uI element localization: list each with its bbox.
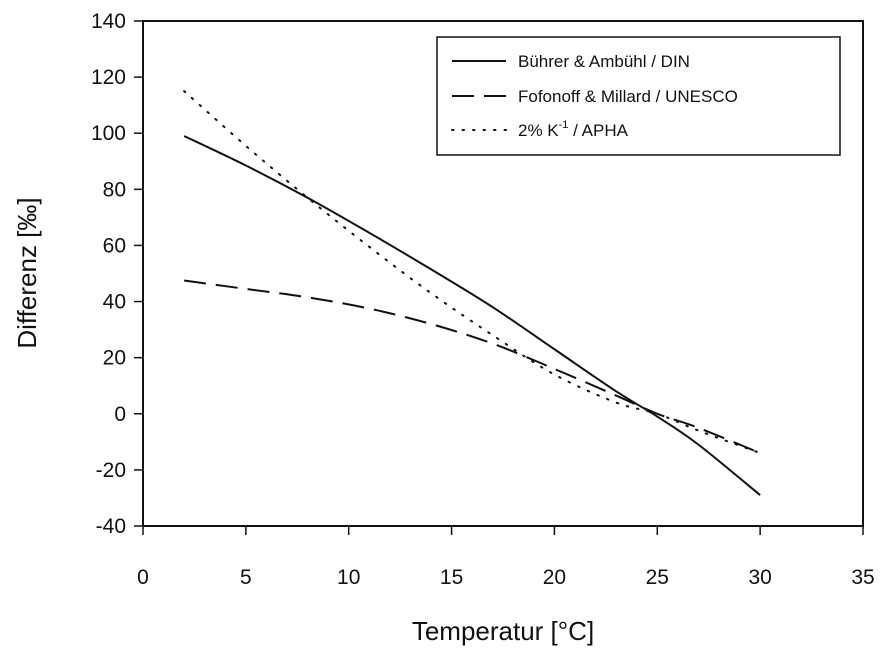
legend-label-din: Bührer & Ambühl / DIN	[518, 52, 690, 71]
x-tick-label: 25	[646, 566, 669, 589]
legend-label-apha-sup: -1	[559, 119, 569, 131]
y-tick-label: -20	[96, 459, 126, 482]
legend-label-apha-suffix: / APHA	[568, 121, 628, 140]
series-line-dotted	[183, 90, 762, 455]
x-tick-label: 15	[440, 566, 463, 589]
x-axis-title: Temperatur [°C]	[412, 616, 594, 646]
plot-frame	[142, 20, 864, 527]
y-tick-label: 120	[91, 66, 126, 89]
series-lines	[183, 90, 762, 496]
x-tick-label: 0	[137, 566, 149, 589]
x-tick-label: 10	[337, 566, 360, 589]
x-tick-label: 30	[748, 566, 771, 589]
y-tick-label: 40	[103, 291, 126, 314]
x-tick-label: 35	[851, 566, 874, 589]
y-axis-title: Differenz [‰]	[12, 197, 42, 348]
y-tick-label: 100	[91, 122, 126, 145]
legend-label-unesco: Fofonoff & Millard / UNESCO	[518, 87, 738, 106]
legend-label-apha-main: 2% K	[518, 121, 559, 140]
x-tick-label: 20	[543, 566, 566, 589]
legend-label-apha: 2% K-1 / APHA	[518, 119, 629, 140]
series-line-dashed	[184, 279, 761, 454]
y-axis-ticks: -40 -20 0 20 40 60 80 100 120 140	[91, 10, 143, 538]
series-line-solid	[183, 135, 761, 496]
x-axis-ticks: 0 5 10 15 20 25 30 35	[137, 526, 875, 589]
y-tick-label: 140	[91, 10, 126, 33]
x-tick-label: 5	[240, 566, 252, 589]
legend: Bührer & Ambühl / DIN Fofonoff & Millard…	[436, 36, 841, 156]
y-tick-label: 80	[103, 178, 126, 201]
y-tick-label: 20	[103, 347, 126, 370]
y-tick-label: 0	[114, 403, 126, 426]
y-tick-label: -40	[96, 515, 126, 538]
y-tick-label: 60	[103, 234, 126, 257]
